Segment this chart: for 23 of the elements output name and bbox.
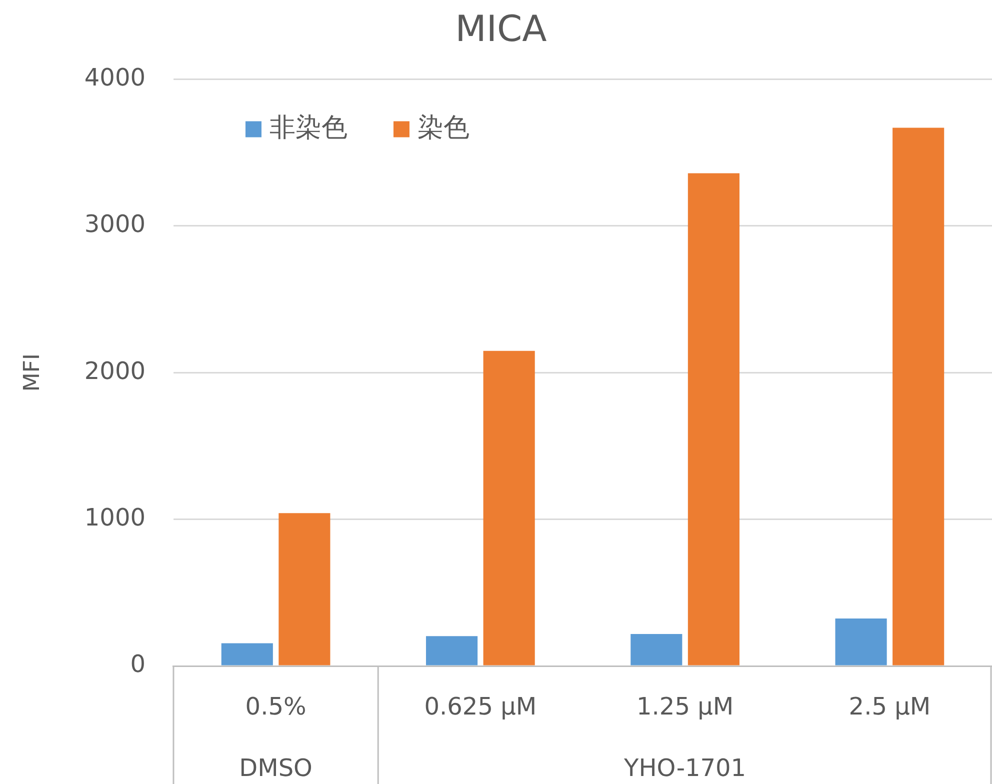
bar (892, 128, 944, 666)
y-tick-label: 0 (130, 650, 146, 678)
legend-label: 非染色 (269, 112, 348, 143)
y-tick-label: 1000 (84, 504, 146, 532)
bar (278, 513, 330, 666)
legend-label: 染色 (417, 112, 470, 143)
bar (835, 618, 887, 666)
bar (688, 173, 740, 666)
text: YHO-1701 (623, 754, 746, 782)
bar (221, 643, 273, 666)
bar (483, 350, 535, 666)
y-tick-label: 4000 (84, 63, 146, 92)
y-tick-label: 3000 (84, 210, 146, 238)
chart-title: MICA (455, 8, 548, 50)
y-axis-title: MFI (20, 354, 45, 392)
x-tick-label: 0.5% (245, 692, 306, 721)
y-tick-label: 2000 (84, 356, 146, 385)
x-tick-label: 0.625 µM (424, 692, 537, 721)
bar (630, 634, 682, 666)
x-tick-label: 1.25 µM (636, 692, 734, 721)
x-tick-label: 2.5 µM (848, 692, 931, 721)
text: DMSO (239, 754, 312, 782)
bar (426, 636, 478, 666)
